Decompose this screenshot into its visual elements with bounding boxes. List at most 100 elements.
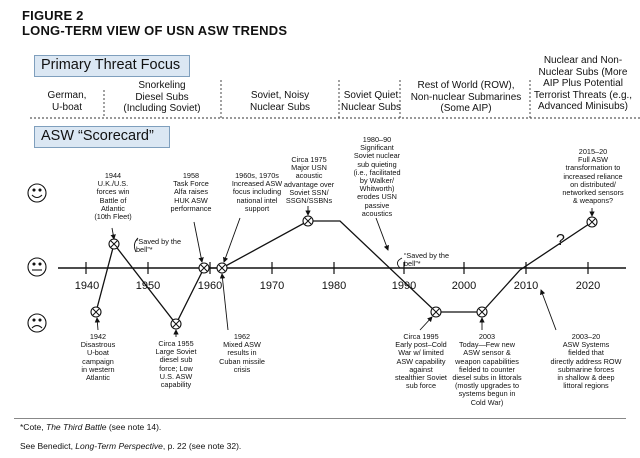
era-line: Non-nuclear Submarines bbox=[410, 91, 522, 103]
event-marker-1995 bbox=[430, 306, 442, 318]
year-label: 1990 bbox=[391, 280, 417, 292]
note-line: networked sensors bbox=[562, 188, 624, 198]
note-line: crisis bbox=[233, 364, 251, 374]
source-book: Long-Term Perspective bbox=[75, 441, 163, 451]
note-line: ASW capability bbox=[396, 356, 446, 366]
figure-label: FIGURE 2 bbox=[22, 8, 84, 23]
note-line: littoral regions bbox=[563, 381, 609, 391]
note-line: bell”* bbox=[136, 245, 153, 255]
footnote-prefix: *Cote, bbox=[20, 422, 46, 432]
note-line: sub quieting bbox=[357, 159, 397, 169]
era-soviet-quiet: Soviet Quiet Nuclear Subs bbox=[340, 90, 402, 113]
note-line: focus including bbox=[232, 187, 282, 197]
note-line: 1980–90 bbox=[362, 135, 392, 144]
note-line: weapon capabilities bbox=[455, 356, 519, 366]
note-line: systems begun in bbox=[458, 389, 516, 399]
note-line: “Saved by the bbox=[136, 237, 182, 246]
note-line: force; Low bbox=[159, 363, 193, 373]
note-line: passive bbox=[364, 200, 390, 210]
era-soviet-noisy: Soviet, Noisy Nuclear Subs bbox=[222, 90, 338, 113]
callout-arrow bbox=[94, 317, 101, 331]
event-marker-1962 bbox=[216, 262, 228, 274]
note-line: support bbox=[244, 203, 270, 213]
note-line: & weapons? bbox=[572, 196, 614, 206]
asw-scorecard-header: ASW “Scorecard” bbox=[34, 126, 170, 148]
era-line: Nuclear Subs bbox=[340, 101, 402, 113]
note-line: U.K./U.S. bbox=[97, 179, 129, 189]
year-label: 2000 bbox=[451, 280, 477, 292]
note-line: 2015–20 bbox=[578, 147, 608, 156]
era-line: Soviet, Noisy bbox=[250, 90, 310, 101]
event-note-1962: 1962 Mixed ASW results in Cuban missile … bbox=[212, 332, 272, 374]
note-line: Soviet SSN/ bbox=[289, 187, 329, 197]
note-line: “Saved by the bbox=[404, 251, 450, 260]
callout-arrow bbox=[419, 316, 433, 331]
footnote: *Cote, The Third Battle (see note 14). bbox=[20, 422, 161, 432]
era-line: U-boat bbox=[51, 101, 82, 113]
note-line: SSGN/SSBNs bbox=[285, 196, 333, 206]
event-marker-2020 bbox=[586, 216, 598, 228]
year-label: 1980 bbox=[321, 280, 347, 292]
era-line: Snorkeling bbox=[138, 80, 186, 91]
footnote-divider bbox=[14, 418, 626, 419]
note-line: U-boat bbox=[87, 348, 109, 358]
note-line: Circa 1955 bbox=[158, 339, 194, 348]
note-line: Full ASW bbox=[577, 155, 608, 165]
note-line: in shallow & deep bbox=[557, 373, 615, 383]
event-note-1980-90: 1980–90 Significant Soviet nuclear sub q… bbox=[346, 135, 408, 218]
saved-bell-bracket bbox=[397, 257, 403, 269]
event-note-1960s-1970s: 1960s, 1970s Increased ASW focus includi… bbox=[226, 171, 288, 213]
future-question-mark: ? bbox=[556, 232, 565, 249]
era-rest-of-world: Rest of World (ROW), Non-nuclear Submari… bbox=[398, 80, 534, 115]
event-markers bbox=[90, 215, 598, 330]
note-line: Atlantic bbox=[86, 373, 110, 383]
saved-by-bell-label: “Saved by the bell”* bbox=[136, 237, 188, 255]
note-line: Circa 1975 bbox=[291, 155, 327, 164]
event-note-2015-20: 2015–20 Full ASW transformation to incre… bbox=[556, 147, 630, 206]
event-marker-1975 bbox=[302, 215, 314, 227]
note-line: by Walker/ bbox=[359, 176, 395, 186]
era-line: (Some AIP) bbox=[440, 103, 492, 114]
note-line: stealthier Soviet bbox=[395, 373, 447, 383]
note-line: Major USN bbox=[291, 163, 327, 173]
note-line: increased reliance bbox=[563, 171, 623, 181]
note-line: (10th Fleet) bbox=[94, 212, 132, 222]
note-line: campaign bbox=[82, 356, 114, 366]
era-line: AIP Plus Potential bbox=[543, 78, 623, 89]
note-line: War w/ limited bbox=[398, 348, 444, 358]
event-marker-1955 bbox=[170, 318, 182, 330]
note-line: on distributed/ bbox=[570, 179, 616, 189]
note-line: 1962 bbox=[233, 332, 251, 341]
event-marker-1942 bbox=[90, 306, 102, 318]
note-line: Today—Few new bbox=[459, 340, 515, 350]
note-line: transformation to bbox=[565, 163, 621, 173]
note-line: against bbox=[409, 364, 433, 374]
source-citation: See Benedict, Long-Term Perspective, p. … bbox=[20, 441, 241, 451]
event-marker-1944 bbox=[108, 238, 120, 250]
note-line: acoustic bbox=[295, 171, 323, 181]
note-line: in western bbox=[81, 364, 115, 374]
event-note-1975: Circa 1975 Major USN acoustic advantage … bbox=[278, 155, 340, 206]
note-line: capability bbox=[160, 380, 192, 390]
note-line: Cuban missile bbox=[219, 356, 265, 366]
note-line: performance bbox=[170, 203, 212, 213]
note-line: results in bbox=[227, 348, 257, 358]
note-line: Task Force bbox=[173, 179, 209, 189]
event-note-1995: Circa 1995 Early post–Cold War w/ limite… bbox=[386, 332, 456, 390]
note-line: national intel bbox=[236, 195, 278, 205]
note-line: 1960s, 1970s bbox=[235, 171, 279, 180]
primary-threat-focus-header: Primary Threat Focus bbox=[34, 55, 190, 77]
event-note-1955: Circa 1955 Large Soviet diesel sub force… bbox=[146, 339, 206, 390]
note-line: U.S. ASW bbox=[159, 371, 193, 381]
note-line: acoustics bbox=[361, 208, 393, 218]
note-line: 1942 bbox=[89, 332, 107, 341]
note-line: submarine forces bbox=[558, 364, 614, 374]
era-line: (Including Soviet) bbox=[123, 103, 201, 114]
note-line: 2003–20 bbox=[571, 332, 601, 341]
callout-arrow bbox=[110, 227, 116, 240]
note-line: ASW Systems bbox=[562, 340, 610, 350]
era-snorkeling-diesel: Snorkeling Diesel Subs (Including Soviet… bbox=[104, 80, 220, 115]
note-line: diesel subs in littorals bbox=[452, 373, 522, 383]
saved-by-bell-label: “Saved by the bell”* bbox=[404, 251, 460, 268]
